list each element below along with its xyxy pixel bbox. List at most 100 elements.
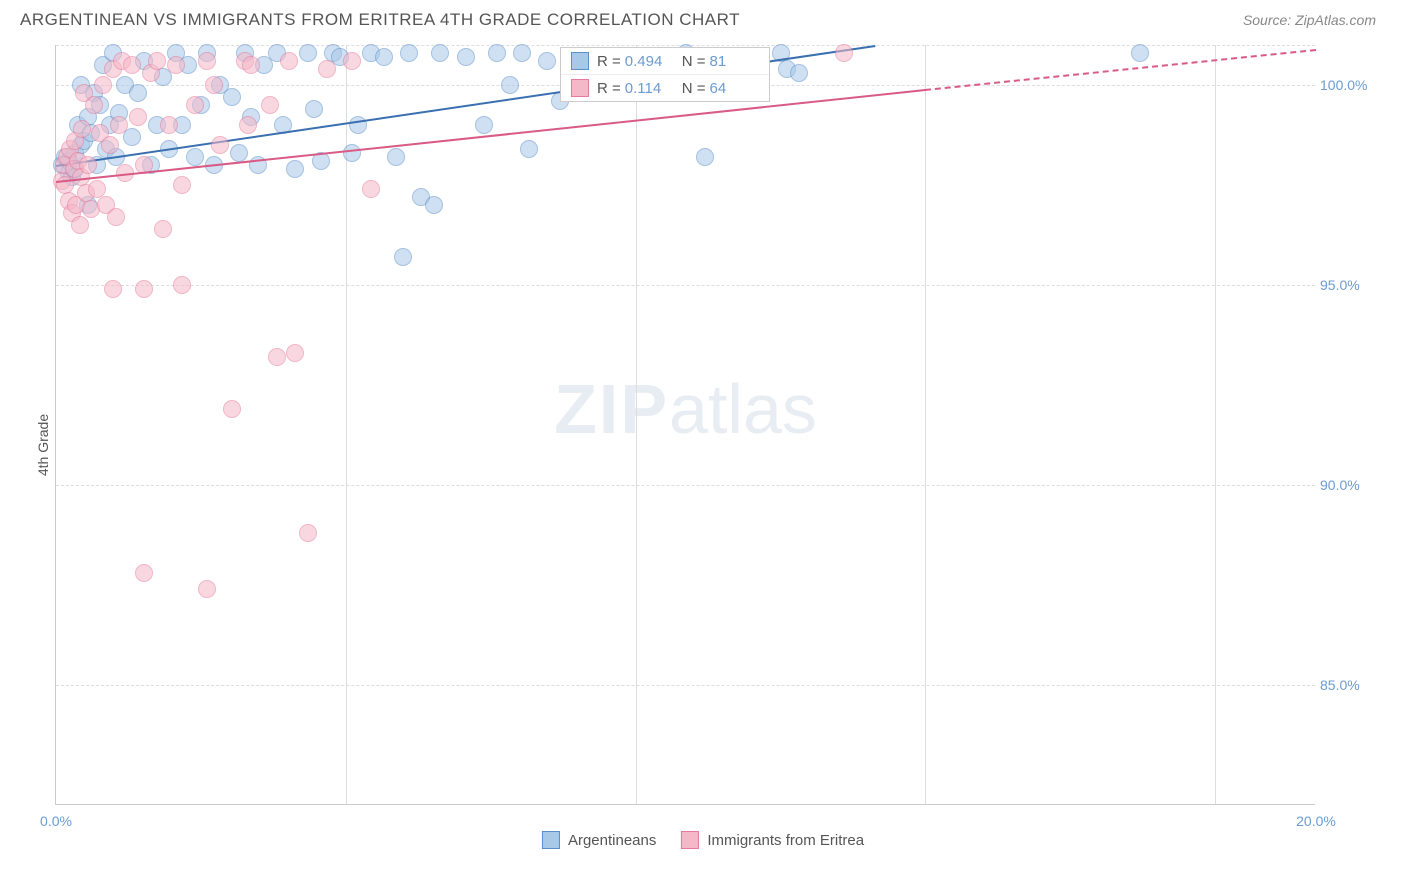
watermark: ZIPatlas (554, 369, 817, 449)
legend-r-value: 0.494 (625, 53, 670, 70)
scatter-point (343, 144, 361, 162)
scatter-point (299, 44, 317, 62)
chart-header: ARGENTINEAN VS IMMIGRANTS FROM ERITREA 4… (0, 0, 1406, 35)
scatter-point (73, 120, 91, 138)
scatter-point (400, 44, 418, 62)
scatter-point (394, 248, 412, 266)
scatter-point (387, 148, 405, 166)
bottom-legend-label: Argentineans (568, 832, 656, 849)
bottom-legend: Argentineans Immigrants from Eritrea (542, 831, 864, 849)
scatter-point (520, 140, 538, 158)
bottom-legend-item: Immigrants from Eritrea (681, 831, 864, 849)
scatter-point (362, 180, 380, 198)
scatter-point (790, 64, 808, 82)
scatter-point (135, 280, 153, 298)
y-tick-label: 100.0% (1320, 77, 1390, 93)
scatter-point (107, 208, 125, 226)
scatter-point (186, 148, 204, 166)
scatter-point (513, 44, 531, 62)
scatter-point (375, 48, 393, 66)
legend-r-value: 0.114 (625, 80, 670, 97)
chart-source: Source: ZipAtlas.com (1243, 12, 1376, 28)
scatter-point (286, 344, 304, 362)
stats-legend-row: R =0.494 N =81 (561, 48, 769, 75)
scatter-point (71, 216, 89, 234)
scatter-point (280, 52, 298, 70)
scatter-point (475, 116, 493, 134)
grid-line-v (925, 45, 926, 804)
scatter-point (129, 84, 147, 102)
y-tick-label: 95.0% (1320, 277, 1390, 293)
plot-area: ZIPatlas 85.0%90.0%95.0%100.0%0.0%20.0%R… (55, 45, 1315, 805)
y-tick-label: 90.0% (1320, 477, 1390, 493)
scatter-point (129, 108, 147, 126)
chart-area: 4th Grade ZIPatlas 85.0%90.0%95.0%100.0%… (0, 35, 1406, 855)
scatter-point (488, 44, 506, 62)
scatter-point (167, 56, 185, 74)
stats-legend-row: R =0.114 N =64 (561, 75, 769, 101)
bottom-legend-item: Argentineans (542, 831, 656, 849)
scatter-point (160, 116, 178, 134)
watermark-zip: ZIP (554, 370, 669, 448)
legend-r-prefix: R = (597, 80, 621, 97)
chart-title: ARGENTINEAN VS IMMIGRANTS FROM ERITREA 4… (20, 10, 740, 30)
legend-n-value: 64 (710, 80, 755, 97)
scatter-point (425, 196, 443, 214)
legend-n-value: 81 (710, 53, 755, 70)
scatter-point (835, 44, 853, 62)
scatter-point (135, 564, 153, 582)
bottom-legend-label: Immigrants from Eritrea (707, 832, 864, 849)
scatter-point (299, 524, 317, 542)
scatter-point (538, 52, 556, 70)
scatter-point (261, 96, 279, 114)
scatter-point (239, 116, 257, 134)
scatter-point (501, 76, 519, 94)
grid-line-h (56, 485, 1315, 486)
scatter-point (242, 56, 260, 74)
scatter-point (457, 48, 475, 66)
scatter-point (94, 76, 112, 94)
scatter-point (286, 160, 304, 178)
scatter-point (85, 96, 103, 114)
scatter-point (110, 116, 128, 134)
x-tick-label: 20.0% (1296, 813, 1336, 829)
scatter-point (198, 52, 216, 70)
scatter-point (230, 144, 248, 162)
scatter-point (205, 76, 223, 94)
grid-line-v (1215, 45, 1216, 804)
scatter-point (173, 176, 191, 194)
grid-line-h (56, 285, 1315, 286)
scatter-point (318, 60, 336, 78)
scatter-point (186, 96, 204, 114)
legend-swatch (681, 831, 699, 849)
legend-n-prefix: N = (682, 80, 706, 97)
scatter-point (223, 400, 241, 418)
watermark-atlas: atlas (669, 370, 817, 448)
scatter-point (173, 276, 191, 294)
legend-swatch (542, 831, 560, 849)
scatter-point (343, 52, 361, 70)
scatter-point (104, 280, 122, 298)
scatter-point (431, 44, 449, 62)
scatter-point (198, 580, 216, 598)
legend-r-prefix: R = (597, 53, 621, 70)
scatter-point (1131, 44, 1149, 62)
grid-line-v (636, 45, 637, 804)
scatter-point (305, 100, 323, 118)
scatter-point (211, 136, 229, 154)
scatter-point (223, 88, 241, 106)
stats-legend: R =0.494 N =81 R =0.114 N =64 (560, 47, 770, 102)
grid-line-h (56, 685, 1315, 686)
y-axis-label: 4th Grade (35, 414, 51, 476)
legend-swatch (571, 52, 589, 70)
scatter-point (696, 148, 714, 166)
scatter-point (101, 136, 119, 154)
scatter-point (148, 52, 166, 70)
scatter-point (154, 220, 172, 238)
scatter-point (79, 156, 97, 174)
y-tick-label: 85.0% (1320, 677, 1390, 693)
scatter-point (123, 56, 141, 74)
scatter-point (268, 348, 286, 366)
legend-n-prefix: N = (682, 53, 706, 70)
legend-swatch (571, 79, 589, 97)
